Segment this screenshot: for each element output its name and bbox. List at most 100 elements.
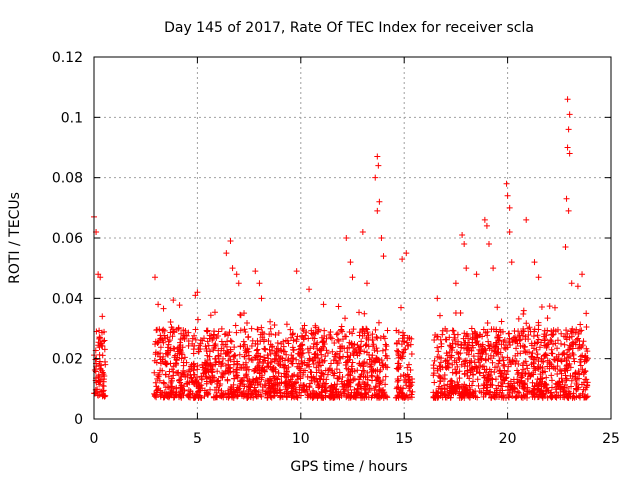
- data-point: [343, 235, 350, 241]
- data-point: [362, 374, 369, 381]
- data-point: [382, 341, 389, 348]
- data-point: [508, 361, 515, 368]
- data-point: [462, 383, 469, 390]
- data-point: [375, 319, 382, 326]
- data-point: [405, 342, 412, 349]
- data-point: [206, 332, 213, 339]
- data-point: [178, 355, 185, 362]
- data-point: [399, 394, 406, 401]
- data-point: [342, 315, 349, 322]
- data-point: [277, 346, 284, 353]
- data-point: [566, 346, 573, 353]
- data-point: [249, 390, 256, 397]
- data-point: [327, 328, 334, 335]
- data-point: [329, 389, 336, 396]
- data-point: [334, 330, 341, 337]
- data-point: [565, 354, 572, 361]
- x-tick-label: 20: [499, 431, 517, 447]
- data-point: [295, 350, 302, 357]
- data-point: [356, 373, 363, 380]
- data-point: [447, 394, 454, 401]
- data-point: [382, 361, 389, 368]
- data-point: [497, 373, 504, 380]
- data-point: [272, 368, 279, 375]
- data-point: [525, 332, 532, 339]
- data-point: [303, 329, 310, 336]
- data-point: [184, 392, 191, 399]
- data-point: [549, 331, 556, 338]
- data-point: [277, 392, 284, 399]
- data-point: [290, 346, 297, 353]
- data-point: [246, 355, 253, 362]
- data-point: [399, 329, 406, 336]
- data-point: [433, 389, 440, 396]
- data-point: [154, 386, 161, 393]
- data-point: [239, 390, 246, 397]
- data-point: [456, 368, 463, 375]
- data-point: [566, 150, 573, 157]
- data-point: [500, 394, 507, 401]
- data-point: [566, 111, 573, 118]
- data-point: [196, 342, 203, 349]
- data-point: [284, 388, 291, 395]
- data-point: [564, 144, 571, 151]
- data-point: [495, 345, 502, 352]
- data-point: [240, 374, 247, 381]
- data-point: [521, 348, 528, 355]
- data-point: [168, 375, 175, 382]
- data-point: [531, 386, 538, 393]
- data-point: [152, 341, 159, 348]
- data-point: [248, 325, 255, 332]
- data-point: [457, 392, 464, 399]
- y-axis-label: ROTI / TECUs: [7, 192, 23, 284]
- data-point: [392, 394, 399, 401]
- data-point: [347, 259, 354, 266]
- data-point: [518, 372, 525, 379]
- data-point: [310, 358, 317, 365]
- data-point: [276, 356, 283, 363]
- data-point: [408, 351, 415, 358]
- data-point: [533, 354, 540, 361]
- data-point: [470, 344, 477, 351]
- data-point: [404, 334, 411, 341]
- data-point: [276, 362, 283, 369]
- data-point: [229, 391, 236, 398]
- data-point: [356, 380, 363, 387]
- data-point: [237, 327, 244, 334]
- data-point: [283, 365, 290, 372]
- data-point: [461, 358, 468, 365]
- data-point: [517, 350, 524, 357]
- data-point: [241, 310, 248, 317]
- data-point: [178, 330, 185, 337]
- data-point: [367, 363, 374, 370]
- data-point: [339, 373, 346, 380]
- data-point: [399, 393, 406, 400]
- data-point: [355, 386, 362, 393]
- data-point: [202, 343, 209, 350]
- data-point: [281, 357, 288, 364]
- data-point: [237, 312, 244, 319]
- data-point: [452, 334, 459, 341]
- data-point: [524, 349, 531, 356]
- data-point: [341, 345, 348, 352]
- data-point: [207, 378, 214, 385]
- data-point: [484, 328, 491, 335]
- data-point: [167, 329, 174, 336]
- data-point: [441, 376, 448, 383]
- data-point: [170, 372, 177, 379]
- data-point: [449, 347, 456, 354]
- data-point: [233, 371, 240, 378]
- data-point: [449, 327, 456, 334]
- data-point: [471, 359, 478, 366]
- data-point: [357, 362, 364, 369]
- data-point: [271, 322, 278, 329]
- data-point: [260, 358, 267, 365]
- data-point: [277, 386, 284, 393]
- data-point: [269, 366, 276, 373]
- data-point: [312, 324, 319, 331]
- data-point: [558, 330, 565, 337]
- data-point: [282, 379, 289, 386]
- data-point: [351, 375, 358, 382]
- data-point: [265, 385, 272, 392]
- data-point: [405, 379, 412, 386]
